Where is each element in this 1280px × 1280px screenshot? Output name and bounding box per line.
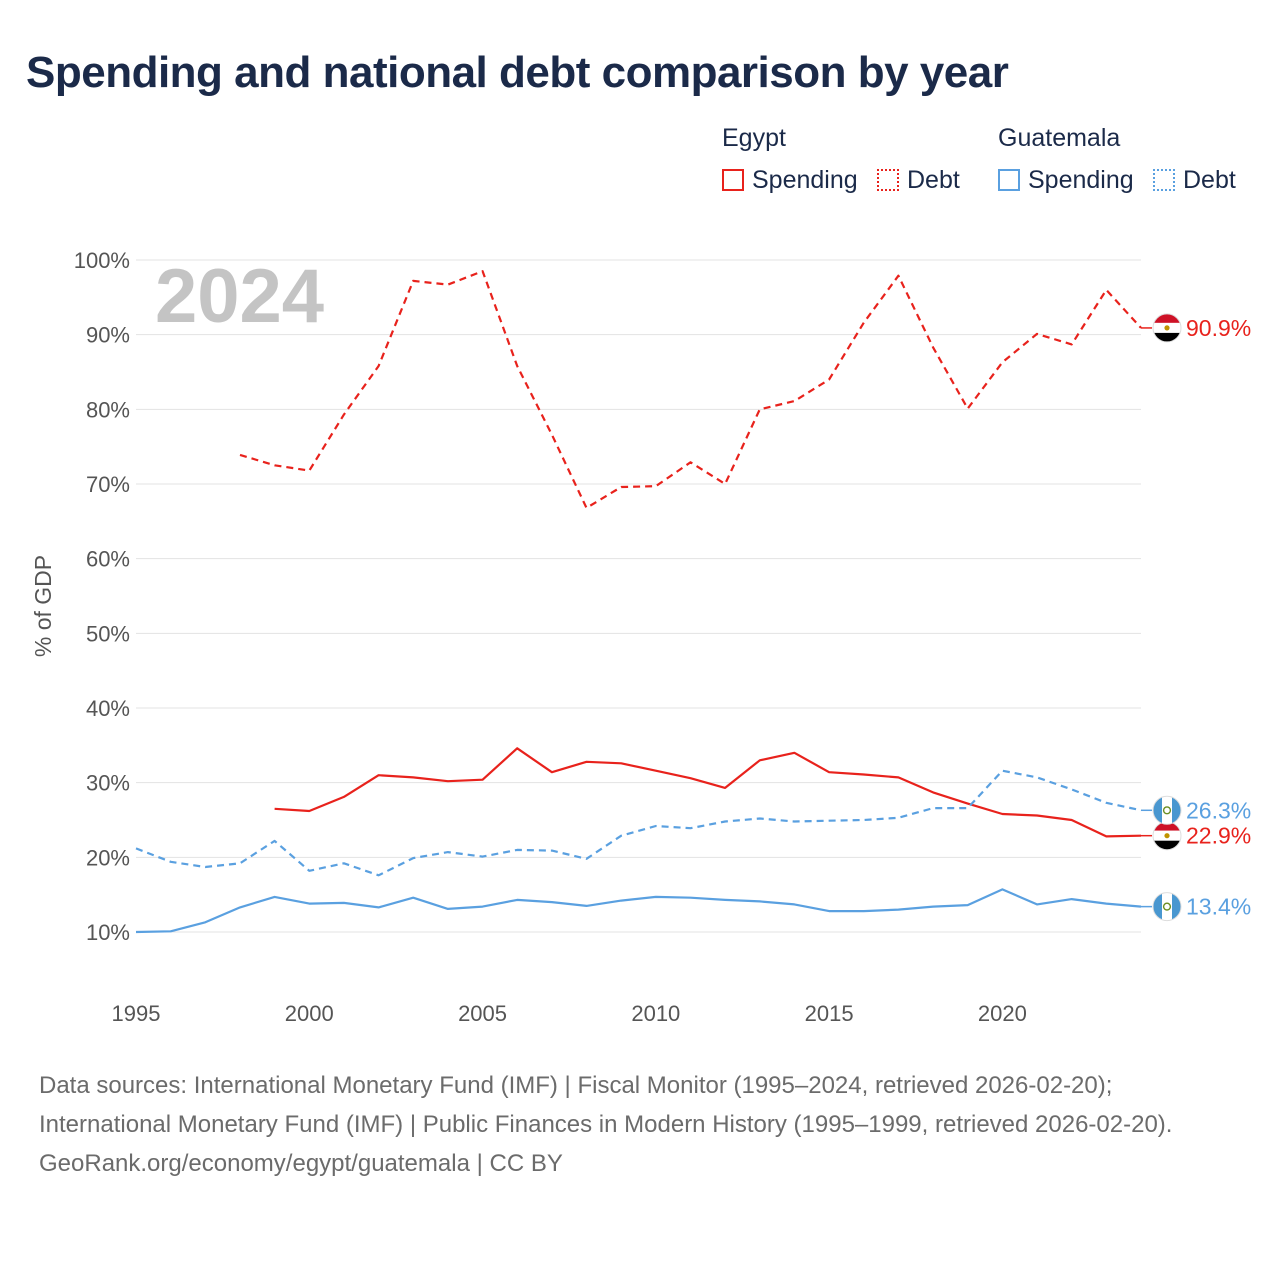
end-value-label: 13.4% <box>1186 894 1251 920</box>
guatemala-flag-icon <box>1152 892 1182 922</box>
y-tick-label: 80% <box>86 397 130 422</box>
end-marker: 22.9% <box>1141 821 1251 851</box>
footer: Data sources: International Monetary Fun… <box>39 1066 1239 1183</box>
series-line <box>239 270 1142 509</box>
end-value-label: 22.9% <box>1186 823 1251 849</box>
x-tick-label: 1995 <box>112 1001 161 1026</box>
legend-label: Debt <box>1183 165 1236 194</box>
chart-title: Spending and national debt comparison by… <box>26 48 1009 97</box>
legend-swatch-solid <box>722 169 744 191</box>
year-watermark: 2024 <box>155 254 324 339</box>
end-labels: 90.9% 22.9%26.3% 13.4% <box>1141 313 1251 922</box>
x-tick-label: 2010 <box>631 1001 680 1026</box>
y-tick-label: 100% <box>74 248 130 273</box>
chart-plot: 2024 10% 20% 30% 40% 50% 60% 70% 80% 90% 100% 1995… <box>30 248 1251 1026</box>
axes: 10% 20% 30% 40% 50% 60% 70% 80% 90% 100% 1995 2000 2… <box>74 248 1027 1026</box>
end-marker: 90.9% <box>1141 313 1251 343</box>
series-lines <box>135 270 1142 934</box>
x-tick-label: 2015 <box>805 1001 854 1026</box>
end-marker: 13.4% <box>1141 892 1251 922</box>
grid <box>136 259 1141 933</box>
x-tick-label: 2000 <box>285 1001 334 1026</box>
y-tick-label: 20% <box>86 845 130 870</box>
y-tick-label: 50% <box>86 621 130 646</box>
legend-label: Debt <box>907 165 960 194</box>
legend-group-egypt: Egypt <box>722 124 786 152</box>
egypt-flag-icon <box>1152 313 1182 343</box>
end-value-label: 90.9% <box>1186 315 1251 341</box>
end-marker: 26.3% <box>1141 795 1251 825</box>
y-axis-title: % of GDP <box>30 555 56 657</box>
legend-guatemala-debt[interactable]: Debt <box>1153 164 1236 196</box>
y-tick-label: 90% <box>86 323 130 348</box>
x-tick-label: 2005 <box>458 1001 507 1026</box>
legend-label: Spending <box>1028 165 1134 194</box>
end-value-label: 26.3% <box>1186 797 1251 823</box>
y-tick-label: 60% <box>86 547 130 572</box>
data-sources: Data sources: International Monetary Fun… <box>39 1072 1173 1138</box>
y-tick-label: 30% <box>86 771 130 796</box>
legend-swatch-dotted <box>1153 169 1175 191</box>
legend-swatch-solid <box>998 169 1020 191</box>
series-line <box>135 888 1142 934</box>
credit-link[interactable]: GeoRank.org/economy/egypt/guatemala | CC… <box>39 1150 563 1177</box>
y-tick-label: 10% <box>86 920 130 945</box>
legend-egypt-debt[interactable]: Debt <box>877 164 960 196</box>
guatemala-flag-icon <box>1152 795 1182 825</box>
legend-swatch-dotted <box>877 169 899 191</box>
series-line <box>274 747 1142 838</box>
legend-group-guatemala: Guatemala <box>998 124 1121 152</box>
legend: Egypt Spending Debt Guatemala Spending D… <box>0 0 1280 220</box>
legend-label: Spending <box>752 165 858 194</box>
egypt-flag-icon <box>1152 821 1182 851</box>
series-line <box>135 769 1142 877</box>
y-tick-label: 70% <box>86 472 130 497</box>
legend-egypt-spending[interactable]: Spending <box>722 164 858 196</box>
legend-guatemala-spending[interactable]: Spending <box>998 164 1134 196</box>
y-tick-label: 40% <box>86 696 130 721</box>
x-tick-label: 2020 <box>978 1001 1027 1026</box>
